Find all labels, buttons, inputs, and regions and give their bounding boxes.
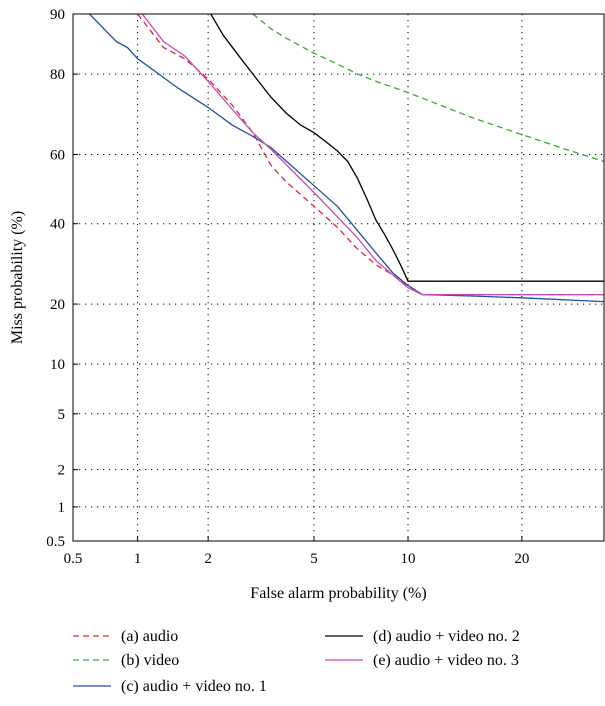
y-tick-label: 80 — [50, 67, 65, 83]
series-line-4 — [210, 14, 604, 282]
y-axis-label: Miss probability (%) — [9, 211, 26, 344]
y-tick-label: 5 — [58, 407, 66, 423]
x-tick-label: 1 — [134, 551, 142, 567]
grid-lines — [73, 14, 604, 541]
x-axis-label: False alarm probability (%) — [250, 585, 426, 602]
y-tick-label: 90 — [50, 7, 65, 23]
legend-label-2: (b) video — [121, 652, 179, 669]
legend-label-4: (d) audio + video no. 2 — [373, 628, 520, 645]
legend: (a) audio (b) video (c) audio + video no. … — [73, 628, 520, 695]
legend-label-3: (c) audio + video no. 1 — [121, 678, 267, 695]
legend-label-5: (e) audio + video no. 3 — [373, 652, 519, 669]
plot-frame — [72, 13, 605, 542]
x-tick-label: 5 — [310, 551, 318, 567]
x-tick-label: 0.5 — [64, 551, 83, 567]
series-line-3 — [89, 14, 604, 303]
x-tick-label: 2 — [204, 551, 212, 567]
y-tick-label: 10 — [50, 357, 65, 373]
y-tick-label: 40 — [50, 217, 65, 233]
y-tick-label: 2 — [58, 463, 66, 479]
tick-labels: 0.5 1 2 5 10 20 0.5 1 2 5 10 20 40 60 80 90 — [46, 7, 529, 567]
y-tick-label: 0.5 — [46, 534, 65, 550]
legend-label-1: (a) audio — [121, 628, 178, 645]
series-line-2 — [252, 14, 604, 163]
x-tick-label: 20 — [514, 551, 529, 567]
series-line-5 — [141, 14, 604, 296]
series-lines — [89, 14, 604, 303]
y-tick-label: 1 — [58, 500, 66, 516]
y-tick-label: 60 — [50, 147, 65, 163]
y-tick-label: 20 — [50, 297, 65, 313]
x-tick-label: 10 — [401, 551, 416, 567]
series-line-1 — [137, 14, 604, 296]
